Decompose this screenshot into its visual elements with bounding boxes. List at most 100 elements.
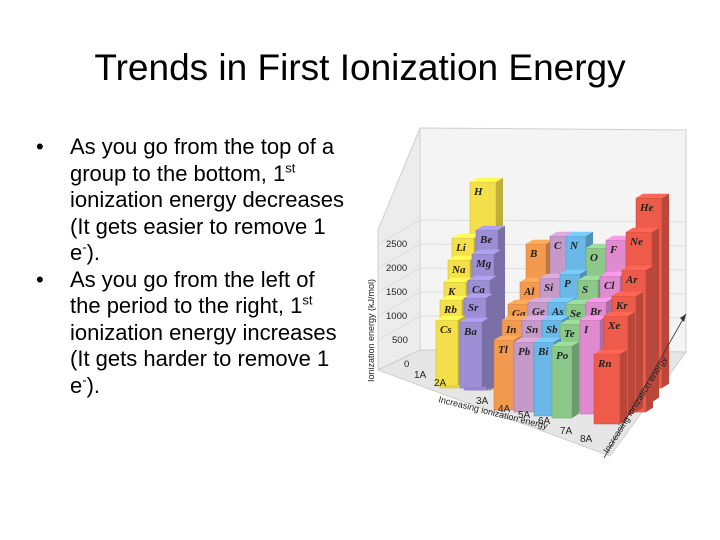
bar-side xyxy=(572,341,579,418)
group-label: 5A xyxy=(518,410,531,421)
bar-top xyxy=(580,315,607,320)
element-symbol: He xyxy=(639,202,654,214)
bar-side xyxy=(482,317,489,388)
bar-top xyxy=(622,265,653,270)
element-symbol: Se xyxy=(570,308,581,320)
bar-top xyxy=(586,297,613,302)
bar-top xyxy=(548,297,575,302)
y-tick-label: 1500 xyxy=(386,287,407,298)
element-symbol: Cl xyxy=(604,280,615,292)
bullet-item: • As you go from the left of the period t… xyxy=(36,267,348,400)
bullet-sup: st xyxy=(302,292,313,308)
bar-top xyxy=(464,293,493,298)
element-symbol: K xyxy=(447,286,456,298)
y-tick-label: 2000 xyxy=(386,263,407,274)
element-symbol: Tl xyxy=(498,344,509,356)
bar-top xyxy=(460,317,489,322)
bar-top xyxy=(470,177,503,182)
element-symbol: I xyxy=(583,324,589,336)
element-symbol: Pb xyxy=(518,346,531,358)
element-symbol: B xyxy=(529,248,537,260)
group-label: 6A xyxy=(538,416,551,427)
bar-top xyxy=(440,295,469,300)
bar-top xyxy=(448,255,477,260)
bullet-text: As you go from the left of the period to… xyxy=(70,266,315,319)
bar-top xyxy=(534,337,561,342)
bullet-dot: • xyxy=(36,134,44,159)
element-symbol: Li xyxy=(455,242,467,254)
element-symbol: Mg xyxy=(475,258,492,270)
element-symbol: Al xyxy=(523,286,535,298)
y-axis-label: Ionization energy (kJ/mol) xyxy=(368,279,376,382)
bar-top xyxy=(514,337,541,342)
bar-top xyxy=(612,291,643,296)
element-bar-rn: Rn xyxy=(593,349,627,425)
element-symbol: Sb xyxy=(546,324,558,336)
bar-top xyxy=(452,233,481,238)
element-symbol: Ar xyxy=(625,274,638,286)
element-symbol: Br xyxy=(589,306,602,318)
bar-side xyxy=(636,291,643,412)
y-tick-label: 500 xyxy=(392,335,408,346)
element-symbol: Rb xyxy=(443,304,457,316)
bar-top xyxy=(476,225,505,230)
bullet-sup: st xyxy=(285,160,296,176)
element-symbol: Ba xyxy=(463,326,477,338)
bar-side xyxy=(628,311,635,416)
element-symbol: C xyxy=(554,240,562,252)
bar-top xyxy=(444,277,473,282)
y-tick-labels: 2500 2000 1500 1000 500 0 xyxy=(386,239,409,370)
diagonal-arrow xyxy=(603,313,687,459)
element-symbol: As xyxy=(551,306,564,318)
element-symbol: Te xyxy=(564,328,575,340)
bullet-tail: ionization energy increases (It gets har… xyxy=(70,319,337,398)
bar-top xyxy=(560,269,587,274)
bullet-item: • As you go from the top of a group to th… xyxy=(36,134,348,267)
element-bar-po: Po xyxy=(551,341,579,419)
bar-side xyxy=(662,193,669,388)
bullet-list: • As you go from the top of a group to th… xyxy=(36,134,348,399)
element-symbol: Po xyxy=(556,350,569,362)
element-symbol: F xyxy=(609,244,618,256)
element-symbol: O xyxy=(590,252,598,264)
element-symbol: Rn xyxy=(597,358,611,370)
element-symbol: P xyxy=(564,278,571,290)
element-symbol: Kr xyxy=(615,300,628,312)
element-symbol: In xyxy=(505,324,516,336)
group-label: 8A xyxy=(580,434,593,445)
slide-title: Trends in First Ionization Energy xyxy=(94,47,626,88)
bar-top xyxy=(528,297,555,302)
bullet-tail-sup: - xyxy=(82,239,87,255)
element-symbol: N xyxy=(569,240,579,252)
element-symbol: Ca xyxy=(472,284,485,296)
bullet-tail: ionization energy decreases (It gets eas… xyxy=(70,187,344,265)
group-label: 2A xyxy=(434,378,447,389)
bar-top xyxy=(600,271,627,276)
y-tick-label: 1000 xyxy=(386,311,407,322)
bar-side xyxy=(620,349,627,424)
bar-top xyxy=(472,249,501,254)
element-symbol: Bi xyxy=(537,346,549,358)
group-label: 3A xyxy=(476,396,489,407)
element-symbol: Cs xyxy=(440,324,452,336)
bar-top xyxy=(552,341,579,346)
group-label: 1A xyxy=(414,370,427,381)
bar-top xyxy=(566,231,593,236)
element-symbol: Ne xyxy=(629,236,643,248)
element-symbol: Be xyxy=(479,234,492,246)
bar-top xyxy=(542,315,569,320)
bar-top xyxy=(626,227,659,232)
bar-top xyxy=(604,311,635,316)
element-symbol: Sn xyxy=(526,324,538,336)
bar-top xyxy=(578,275,605,280)
element-symbol: Na xyxy=(451,264,466,276)
bar-top xyxy=(636,193,669,198)
bar-top xyxy=(494,335,521,340)
element-symbol: Xe xyxy=(607,320,620,332)
ionization-energy-figure: H He Li Be B C N O F Ne Na Mg Al Si P S Cl Ar K Ca Ga Ge As Se B… xyxy=(368,120,698,464)
element-symbol: Si xyxy=(544,282,554,294)
element-symbol: Sr xyxy=(468,302,479,314)
bar-top xyxy=(594,349,627,354)
